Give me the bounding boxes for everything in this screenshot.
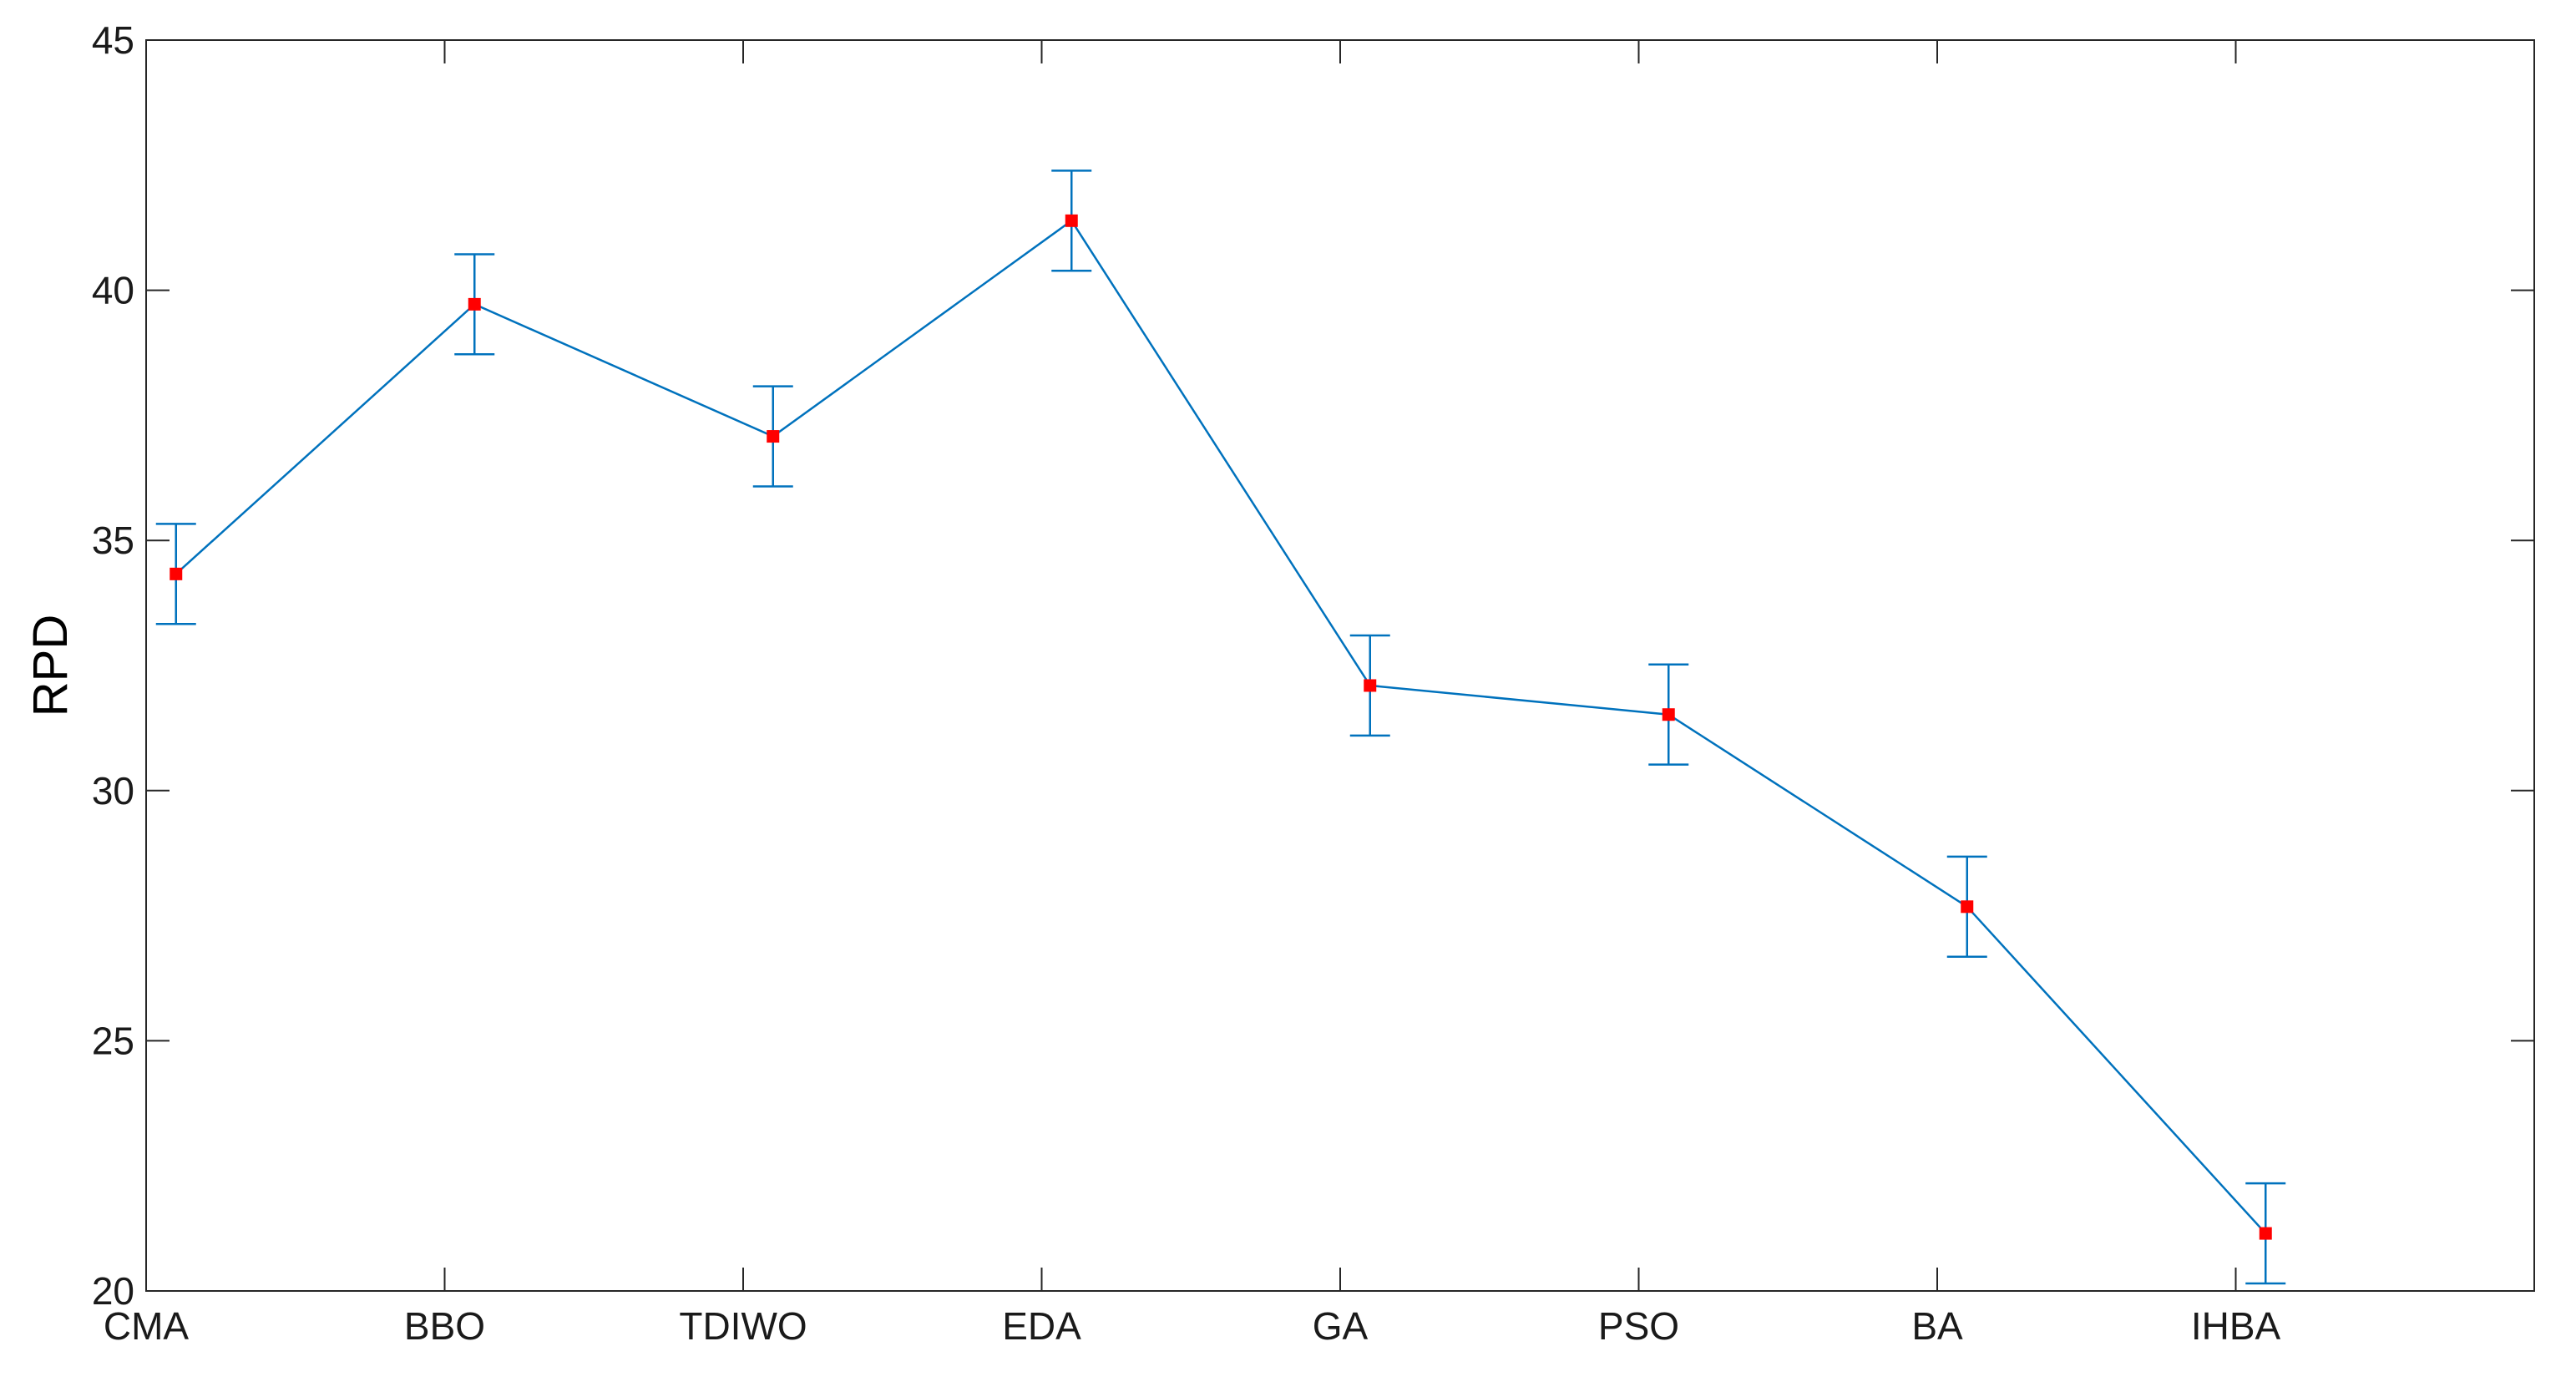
x-axis-ticks: CMA BBO TDIWO EDA GA PSO BA IHBA [104,40,2281,1348]
y-axis-ticks: 20 25 30 35 40 45 [92,18,2534,1313]
y-tick-label: 30 [92,769,134,812]
data-point-tdiwo [767,430,780,443]
plot-box [145,39,2535,1292]
data-point-cma [170,567,183,580]
x-tick-label: TDIWO [679,1304,807,1348]
data-point-eda [1065,214,1078,227]
y-tick-label: 35 [92,519,134,562]
y-tick-label: 45 [92,18,134,62]
data-point-ihba [2259,1227,2272,1240]
y-tick-label: 40 [92,269,134,312]
series-line [175,219,2267,1234]
data-point-pso [1662,708,1675,721]
y-tick-label: 20 [92,1269,134,1313]
y-tick-label: 25 [92,1019,134,1062]
data-point-ga [1364,679,1377,692]
x-tick-label: IHBA [2191,1304,2281,1348]
x-tick-label: BA [1911,1304,1963,1348]
x-tick-label: PSO [1598,1304,1679,1348]
data-point-bbo [468,297,481,311]
x-tick-label: EDA [1002,1304,1081,1348]
data-point-ba [1961,900,1974,914]
y-axis-title: RPD [23,615,78,716]
x-tick-label: GA [1313,1304,1369,1348]
x-tick-label: CMA [104,1304,190,1348]
series-layer [155,170,2286,1285]
x-tick-label: BBO [404,1304,485,1348]
